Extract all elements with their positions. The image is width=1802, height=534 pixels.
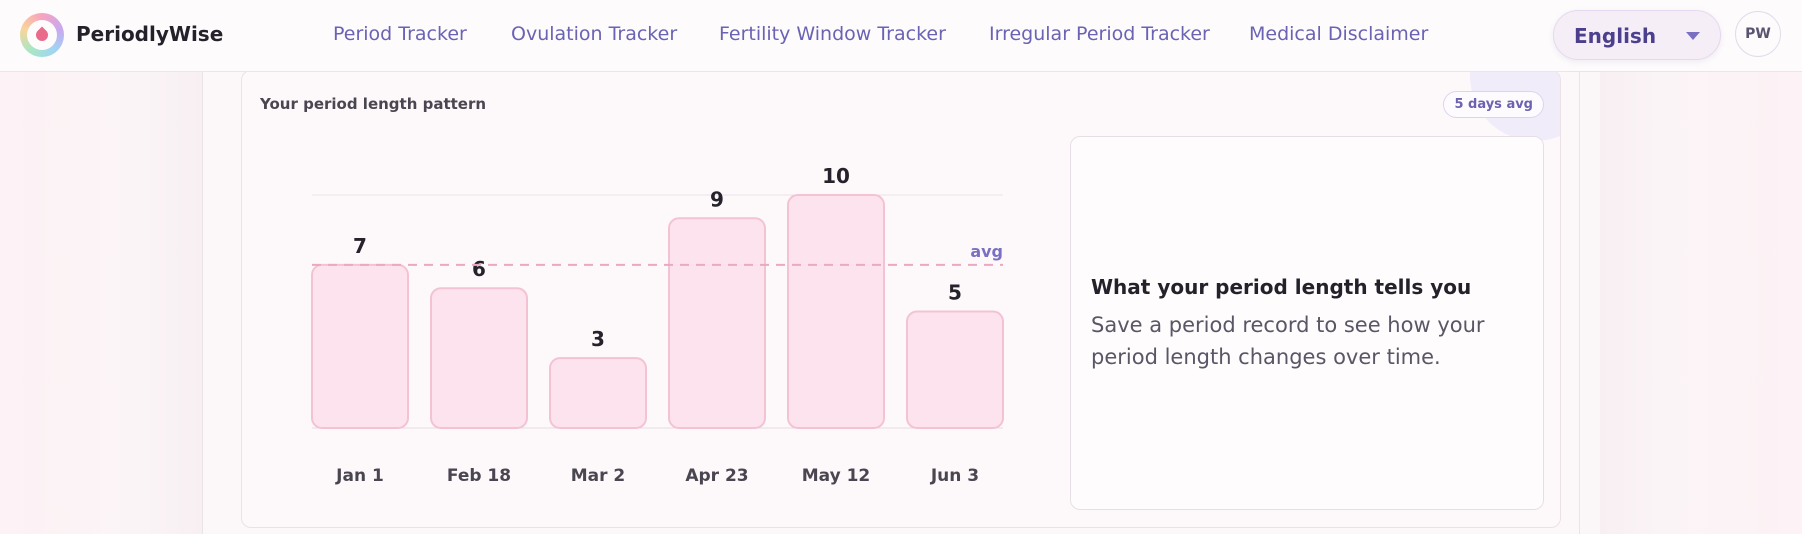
bar-mar-2 [549,357,647,430]
bar-value-label: 9 [710,187,724,211]
nav-irregular-period-tracker[interactable]: Irregular Period Tracker [989,23,1210,45]
average-badge: 5 days avg [1443,91,1544,118]
info-title: What your period length tells you [1091,275,1472,299]
bar-value-label: 3 [591,327,605,351]
x-tick-label: Mar 2 [571,466,626,486]
bar-jun-3 [906,310,1004,429]
card-title: Your period length pattern [260,95,487,113]
x-tick-label: Jan 1 [335,466,384,486]
nav-ovulation-tracker[interactable]: Ovulation Tracker [511,23,678,45]
bar-value-label: 7 [353,234,367,258]
bar-apr-23 [668,217,766,429]
average-line-label: avg [970,242,1003,261]
left-background-panel [0,72,202,534]
top-navigation-bar: PeriodlyWise Period Tracker Ovulation Tr… [0,0,1802,72]
bar-may-12 [787,194,885,429]
bar-jan-1 [311,263,409,429]
nav-fertility-window-tracker[interactable]: Fertility Window Tracker [719,23,946,45]
bar-feb-18 [430,287,528,429]
bar-value-label: 5 [948,281,962,305]
bar-value-label: 10 [822,164,850,188]
language-selector[interactable]: English [1553,10,1721,60]
x-tick-label: May 12 [802,466,871,486]
x-tick-label: Jun 3 [930,466,979,486]
chevron-down-icon [1686,32,1700,40]
avatar[interactable]: PW [1735,11,1781,57]
brand-name[interactable]: PeriodlyWise [76,22,224,46]
x-tick-label: Apr 23 [685,466,748,486]
x-tick-label: Feb 18 [447,466,511,486]
right-background-panel [1600,72,1802,534]
info-text: Save a period record to see how your per… [1091,313,1485,369]
period-length-chart: 7 Jan 1 6 Feb 18 3 Mar 2 9 Apr 23 10 May 12 5 Jun 3… [241,70,1041,528]
nav-medical-disclaimer[interactable]: Medical Disclaimer [1249,23,1429,45]
language-label: English [1574,24,1657,48]
bar-chart-svg: 7 Jan 1 6 Feb 18 3 Mar 2 9 Apr 23 10 May 12 5 Jun 3… [311,164,1004,486]
nav-period-tracker[interactable]: Period Tracker [333,23,467,45]
drop-logo-icon[interactable] [20,13,64,57]
info-panel: What your period length tells you Save a… [1070,136,1544,510]
bar-value-label: 6 [472,257,486,281]
